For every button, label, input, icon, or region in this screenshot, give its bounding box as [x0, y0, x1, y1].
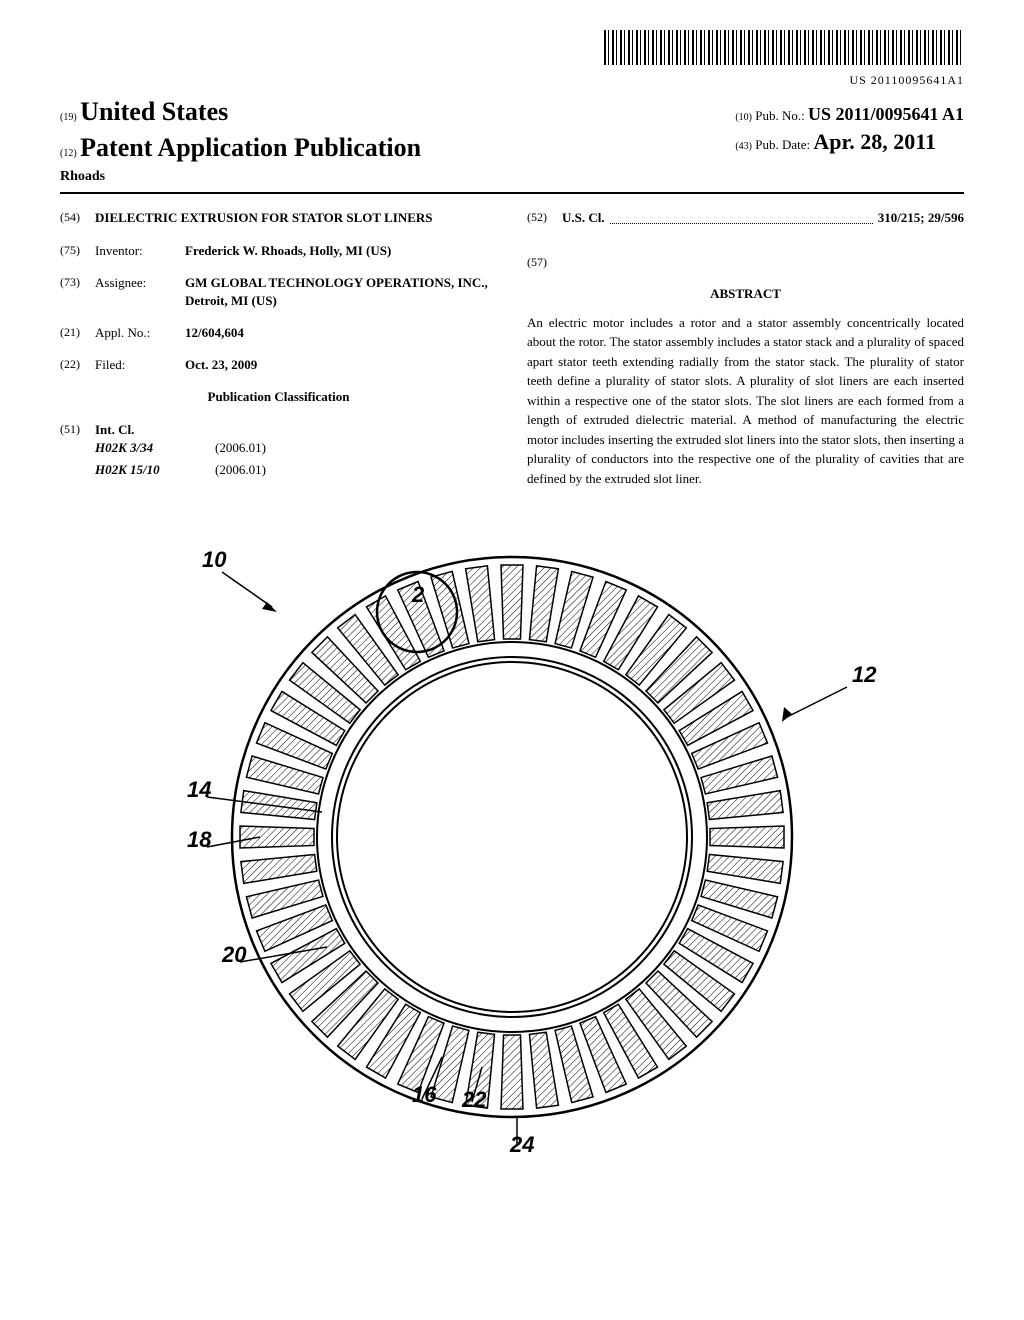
classification-heading: Publication Classification — [60, 388, 497, 406]
classification-entry: H02K 15/10(2006.01) — [95, 461, 497, 479]
patent-figure: 10 2 12 14 18 20 16 22 24 — [60, 527, 964, 1182]
info-row: (21)Appl. No.:12/604,604 — [60, 324, 497, 342]
svg-text:22: 22 — [461, 1087, 487, 1112]
us-cl-value: 310/215; 29/596 — [878, 209, 964, 227]
dotted-leader — [610, 209, 873, 223]
int-cl-row: (51) Int. Cl. H02K 3/34(2006.01)H02K 15/… — [60, 421, 497, 484]
us-cl-label: U.S. Cl. — [562, 209, 605, 227]
svg-text:14: 14 — [187, 777, 211, 802]
info-row: (22)Filed:Oct. 23, 2009 — [60, 356, 497, 374]
svg-text:2: 2 — [411, 582, 425, 607]
pub-no-line: (10) Pub. No.: US 2011/0095641 A1 — [735, 102, 964, 127]
svg-text:12: 12 — [852, 662, 877, 687]
barcode-graphic — [604, 30, 964, 65]
barcode-section: US 20110095641A1 — [60, 30, 964, 89]
svg-text:20: 20 — [221, 942, 247, 967]
svg-text:16: 16 — [412, 1082, 437, 1107]
svg-text:24: 24 — [509, 1132, 534, 1157]
document-header: (19) United States (12) Patent Applicati… — [60, 94, 964, 194]
abstract-heading: ABSTRACT — [527, 285, 964, 303]
classification-entry: H02K 3/34(2006.01) — [95, 439, 497, 457]
us-cl-row: (52) U.S. Cl. 310/215; 29/596 — [527, 209, 964, 227]
info-row: (73)Assignee:GM GLOBAL TECHNOLOGY OPERAT… — [60, 274, 497, 310]
stator-diagram: 10 2 12 14 18 20 16 22 24 — [132, 527, 892, 1177]
pub-date-line: (43) Pub. Date: Apr. 28, 2011 — [735, 127, 964, 158]
main-content: (54)DIELECTRIC EXTRUSION FOR STATOR SLOT… — [60, 209, 964, 497]
right-column: (52) U.S. Cl. 310/215; 29/596 (57) ABSTR… — [527, 209, 964, 497]
country-name: United States — [80, 97, 228, 126]
publication-date: Apr. 28, 2011 — [813, 129, 936, 154]
int-cl-label: Int. Cl. — [95, 421, 497, 439]
author-name: Rhoads — [60, 167, 421, 187]
info-row: (54)DIELECTRIC EXTRUSION FOR STATOR SLOT… — [60, 209, 497, 227]
info-row: (75)Inventor:Frederick W. Rhoads, Holly,… — [60, 242, 497, 260]
svg-text:18: 18 — [187, 827, 212, 852]
publication-type: Patent Application Publication — [80, 133, 421, 162]
left-column: (54)DIELECTRIC EXTRUSION FOR STATOR SLOT… — [60, 209, 497, 497]
publication-number: US 2011/0095641 A1 — [808, 104, 964, 124]
publication-type-line: (12) Patent Application Publication — [60, 130, 421, 166]
barcode-number: US 20110095641A1 — [60, 72, 964, 89]
abstract-text: An electric motor includes a rotor and a… — [527, 313, 964, 489]
country-line: (19) United States — [60, 94, 421, 130]
svg-text:10: 10 — [202, 547, 227, 572]
patent-title: DIELECTRIC EXTRUSION FOR STATOR SLOT LIN… — [95, 209, 497, 227]
